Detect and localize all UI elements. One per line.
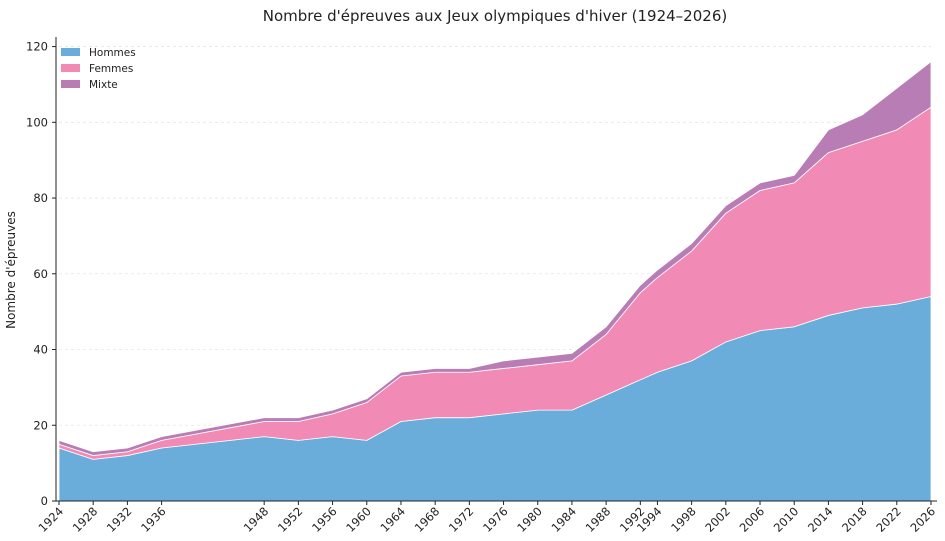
x-tick-labels: 1924 1928 1932 1936 1948 1952 1956 1960 1964 1968… xyxy=(36,501,939,535)
x-tick-label: 1960 xyxy=(343,504,374,535)
legend-label: Hommes xyxy=(89,47,136,59)
legend-swatch-mixte xyxy=(61,80,80,88)
x-tick-label: 2010 xyxy=(771,504,802,535)
area-series-group xyxy=(58,61,932,502)
y-tick-label: 20 xyxy=(33,418,48,432)
x-tick-label: 2014 xyxy=(805,504,836,535)
x-tick-label: 1956 xyxy=(309,504,340,535)
y-tick-label: 0 xyxy=(41,494,48,508)
x-tick-label: 1952 xyxy=(275,504,306,535)
x-tick-label: 1964 xyxy=(377,504,408,535)
y-tick-label: 120 xyxy=(26,40,48,54)
y-tick-labels: 0 20 40 60 80 100 120 xyxy=(26,40,56,508)
y-tick-label: 100 xyxy=(26,115,48,129)
legend-swatch-femmes xyxy=(61,64,80,72)
x-tick-label: 1948 xyxy=(241,504,272,535)
y-axis-label: Nombre d'épreuves xyxy=(4,211,18,329)
x-tick-label: 1968 xyxy=(412,504,443,535)
axes xyxy=(55,37,937,502)
x-tick-label: 2006 xyxy=(737,504,768,535)
y-tick-label: 80 xyxy=(33,191,48,205)
x-tick-label: 1924 xyxy=(36,504,67,535)
x-tick-label: 1936 xyxy=(138,504,169,535)
x-tick-label: 2002 xyxy=(702,504,733,535)
x-tick-label: 1984 xyxy=(548,504,579,535)
chart-title: Nombre d'épreuves aux Jeux olympiques d'… xyxy=(263,7,727,25)
area-series-mixte xyxy=(58,61,932,456)
legend-label: Femmes xyxy=(89,63,133,75)
legend-swatch-hommes xyxy=(61,48,80,56)
y-tick-label: 60 xyxy=(33,267,48,281)
y-tick-label: 40 xyxy=(33,343,48,357)
x-tick-label: 1998 xyxy=(668,504,699,535)
x-tick-label: 1980 xyxy=(514,504,545,535)
legend: Hommes Femmes Mixte xyxy=(61,47,136,91)
legend-label: Mixte xyxy=(89,79,118,91)
x-tick-label: 1988 xyxy=(583,504,614,535)
x-tick-label: 1932 xyxy=(104,504,135,535)
x-tick-label: 1928 xyxy=(70,504,101,535)
x-tick-label: 2026 xyxy=(908,504,939,535)
x-tick-label: 1976 xyxy=(480,504,511,535)
x-tick-label: 2022 xyxy=(873,504,904,535)
x-tick-label: 1972 xyxy=(446,504,477,535)
x-tick-label: 2018 xyxy=(839,504,870,535)
